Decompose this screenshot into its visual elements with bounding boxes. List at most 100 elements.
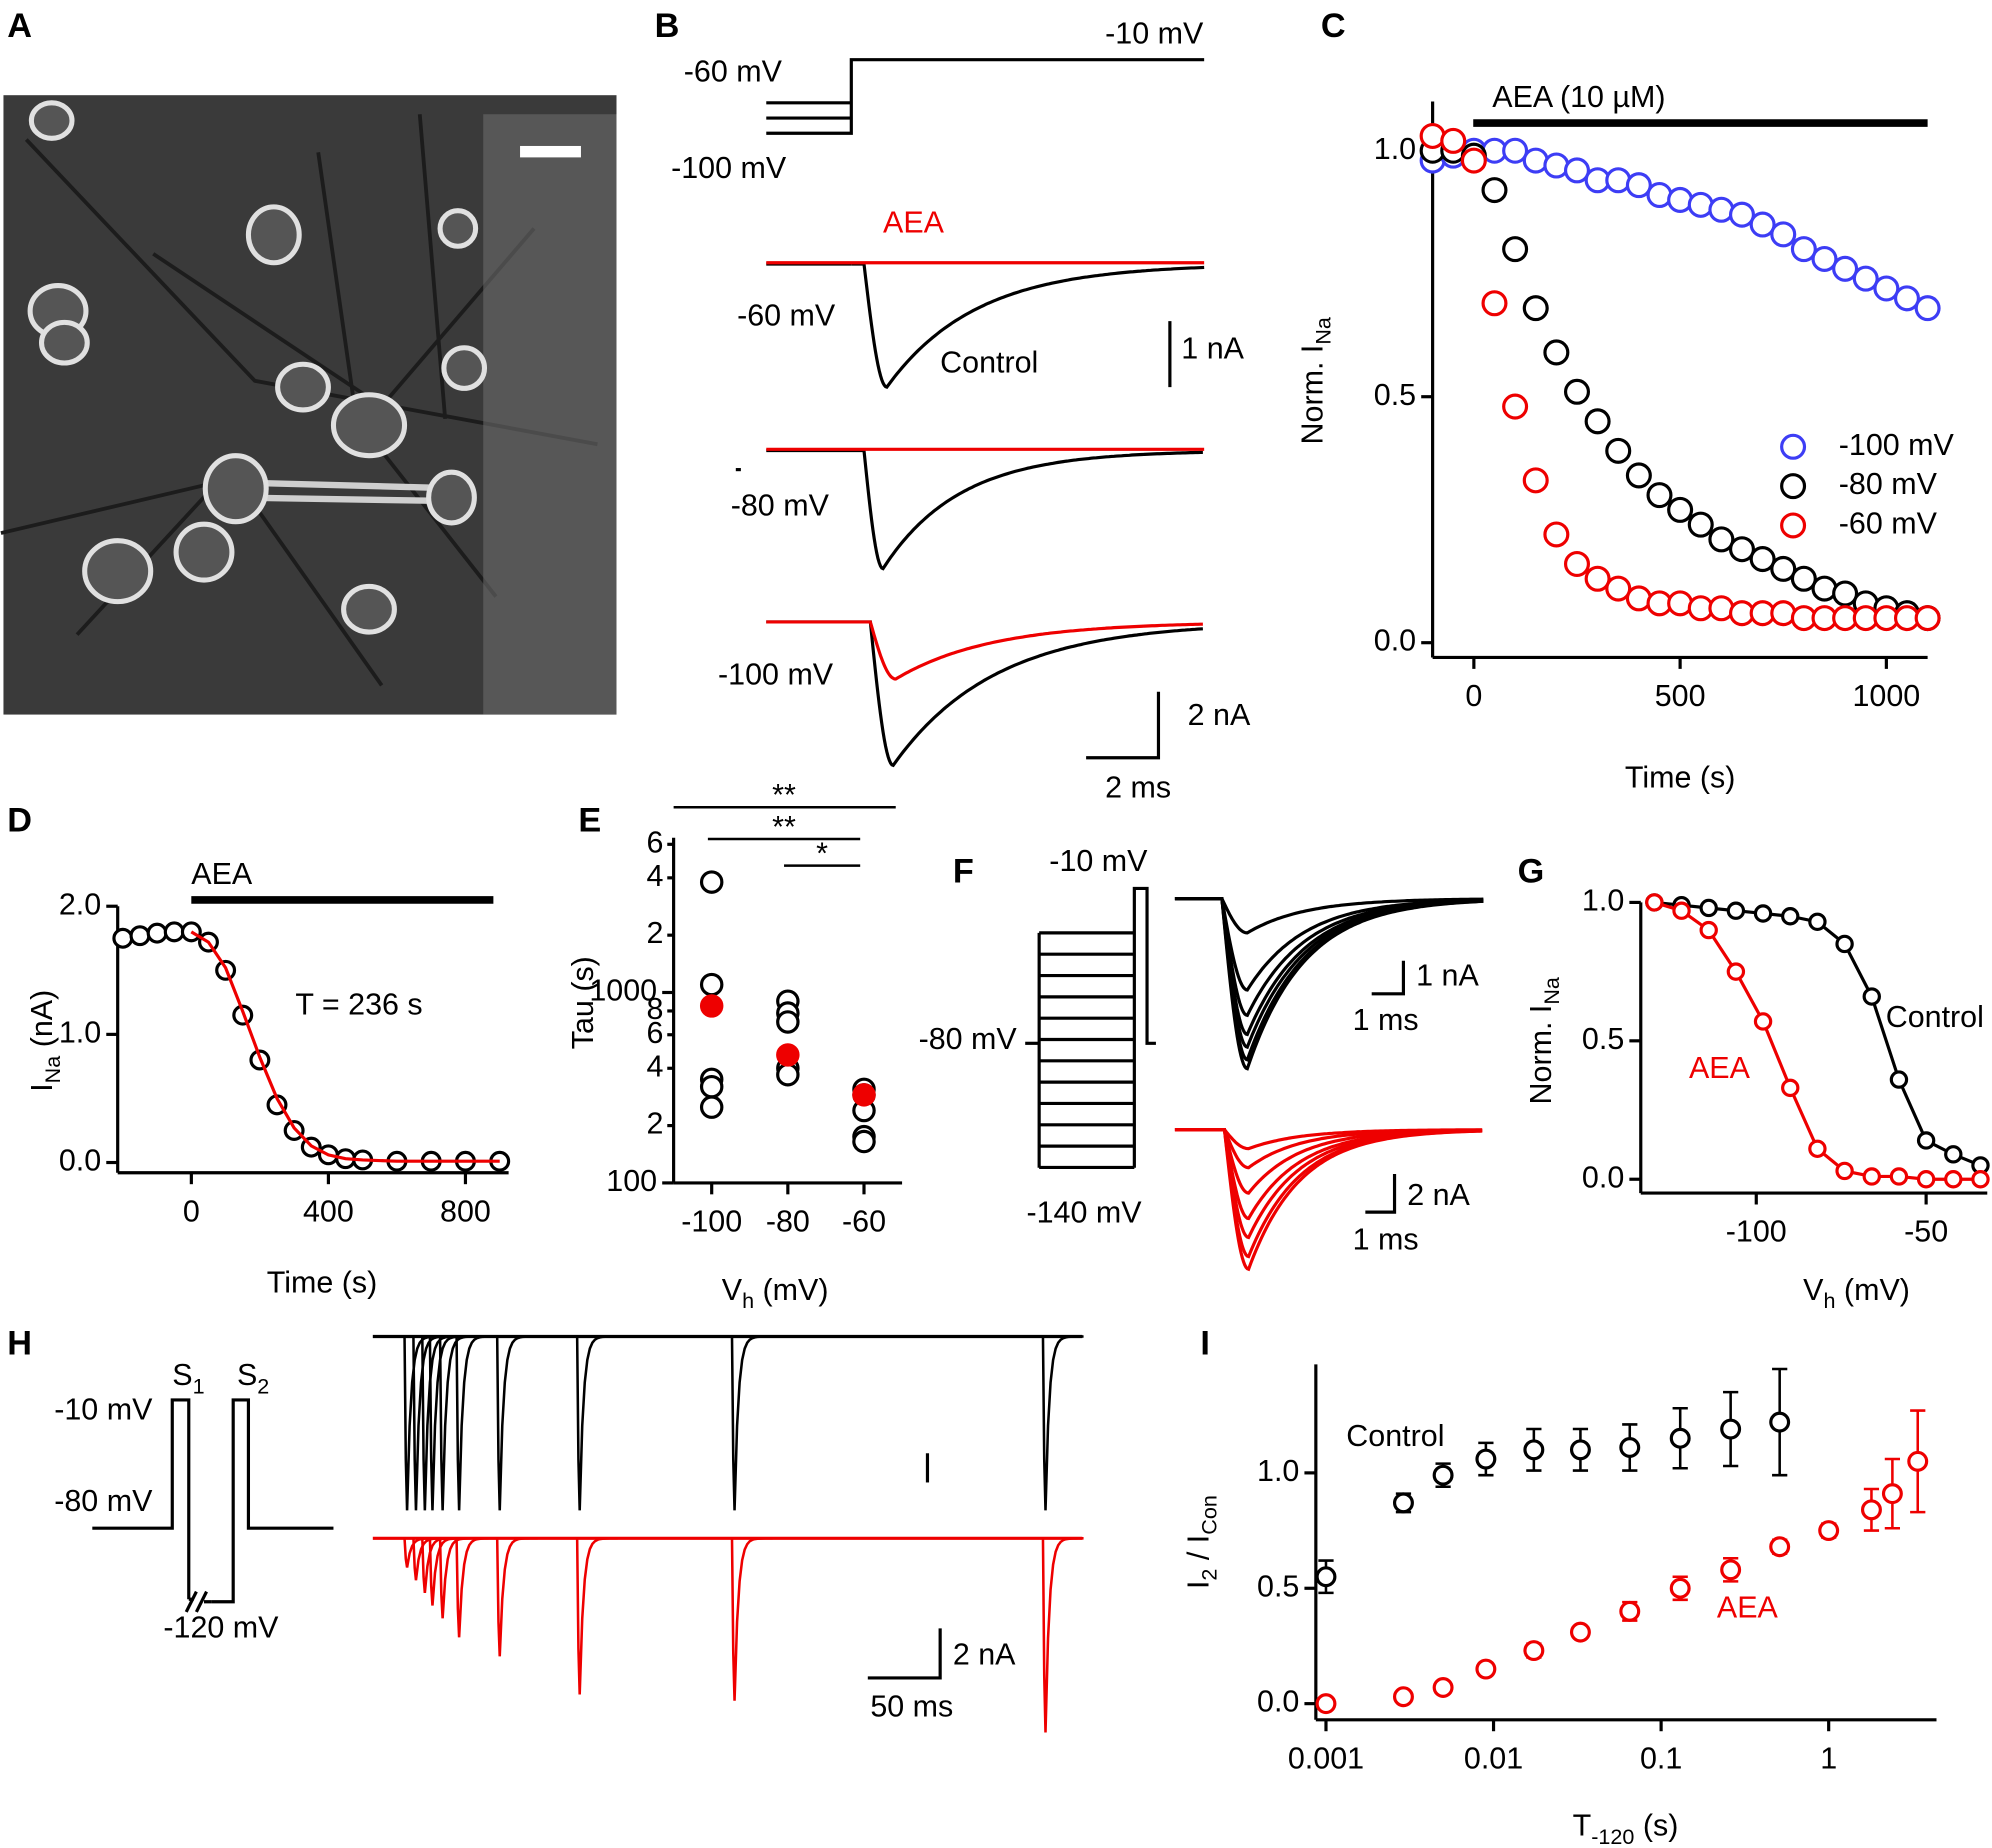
data-point xyxy=(1808,1139,1827,1158)
voltage-label: -60 mV xyxy=(684,55,783,89)
scale-bar xyxy=(867,1628,942,1680)
x-tick-label: 800 xyxy=(440,1194,491,1228)
data-point xyxy=(283,1120,305,1141)
legend-marker xyxy=(1780,433,1807,460)
current-trace xyxy=(1174,897,1484,935)
current-trace xyxy=(730,1335,773,1511)
current-trace xyxy=(455,1335,498,1511)
panel-letter: B xyxy=(655,7,680,45)
y-tick-label: 0.5 xyxy=(1257,1569,1299,1603)
y-tick-label: 4 xyxy=(647,859,664,893)
data-point xyxy=(1605,437,1632,464)
data-point xyxy=(1315,1566,1337,1588)
axis-title: Vh (mV) xyxy=(722,1273,829,1313)
data-point xyxy=(1770,221,1797,248)
cell xyxy=(441,345,488,391)
voltage-label: -80 mV xyxy=(54,1484,153,1518)
y-tick-label: 0.0 xyxy=(59,1144,101,1178)
data-point xyxy=(1835,1161,1854,1181)
legend-label: -80 mV xyxy=(1839,467,1938,501)
scale-label: 50 ms xyxy=(870,1689,953,1723)
data-point xyxy=(1914,605,1941,632)
data-point xyxy=(1889,1167,1909,1186)
y-tick-label: 8 xyxy=(647,992,664,1026)
data-point xyxy=(1893,285,1920,312)
subscript: h xyxy=(742,1288,754,1313)
annotation: ** xyxy=(772,778,796,812)
cell xyxy=(39,319,90,366)
data-point xyxy=(1687,511,1714,538)
y-tick-label: 4 xyxy=(647,1049,664,1083)
axis-title: Time (s) xyxy=(267,1266,378,1300)
data-point xyxy=(1881,1483,1903,1505)
y-tick-label: 1.0 xyxy=(59,1015,101,1049)
x-tick-label: 1000 xyxy=(1852,679,1920,713)
panel-a-image xyxy=(0,95,617,715)
data-point xyxy=(1914,295,1941,322)
x-tick-label: -100 xyxy=(1726,1215,1787,1249)
data-point xyxy=(1726,901,1746,920)
data-point xyxy=(1669,1427,1691,1449)
data-point xyxy=(1315,1693,1337,1715)
current-trace xyxy=(766,620,1203,681)
current-trace xyxy=(766,448,1203,571)
current-trace xyxy=(455,1537,498,1638)
x-tick-label: 500 xyxy=(1655,679,1706,713)
data-point xyxy=(1971,1170,1990,1189)
voltage-label: -10 mV xyxy=(1105,17,1204,51)
data-point xyxy=(1502,137,1529,164)
data-point xyxy=(1708,526,1735,553)
subscript: -120 xyxy=(1591,1824,1634,1848)
data-point xyxy=(1749,546,1776,573)
subscript: Na xyxy=(1539,977,1564,1005)
x-tick-label: 0 xyxy=(183,1194,200,1228)
data-point xyxy=(1749,211,1776,238)
axis-title: Vh (mV) xyxy=(1803,1273,1910,1313)
data-point xyxy=(1699,920,1718,940)
stimulus-label: S1 xyxy=(172,1358,204,1398)
legend-marker xyxy=(1780,473,1807,500)
current-trace xyxy=(730,1537,773,1701)
subscript: 2 xyxy=(1196,1569,1221,1581)
axis-break xyxy=(184,1590,212,1613)
axis-title: INa (nA) xyxy=(25,990,65,1092)
scale-bar xyxy=(1086,691,1161,760)
data-point xyxy=(129,925,151,947)
label-part: V xyxy=(1803,1273,1824,1307)
data-point xyxy=(1808,912,1827,932)
data-point xyxy=(1563,157,1590,184)
data-point xyxy=(1522,467,1549,494)
current-trace xyxy=(438,1537,481,1619)
voltage-label: -80 mV xyxy=(919,1022,1018,1056)
data-point xyxy=(1669,1577,1691,1599)
cell xyxy=(437,208,479,249)
data-point xyxy=(1440,127,1467,154)
label-part: I xyxy=(25,1083,59,1091)
scale-label: 2 ms xyxy=(1105,771,1171,805)
data-point xyxy=(1781,907,1800,926)
y-tick-label: 1.0 xyxy=(1582,883,1624,917)
data-point xyxy=(852,1129,876,1154)
data-point xyxy=(1811,245,1838,272)
data-point xyxy=(1944,1170,1963,1189)
scale-label: 1 ms xyxy=(1353,1003,1419,1037)
stimulus-label: S2 xyxy=(237,1358,269,1398)
axis-title: Norm. INa xyxy=(1296,317,1336,444)
voltage-label: -10 mV xyxy=(54,1392,153,1426)
x-tick-label: 400 xyxy=(303,1194,354,1228)
annotation: Control xyxy=(1346,1419,1444,1453)
scale-label: 1 nA xyxy=(1416,958,1479,992)
axis-title: Time (s) xyxy=(1625,760,1736,794)
data-point xyxy=(1523,1640,1545,1662)
x-tick-label: -60 xyxy=(842,1205,886,1239)
voltage-label: -100 mV xyxy=(718,658,834,692)
y-tick-label: 0.0 xyxy=(1257,1685,1299,1719)
annotation: ** xyxy=(772,810,796,844)
y-tick-label: 1.0 xyxy=(1374,132,1416,166)
data-point xyxy=(1889,1070,1909,1089)
data-point xyxy=(1916,1170,1936,1189)
data-point xyxy=(1916,1131,1936,1150)
data-point xyxy=(1832,580,1859,607)
data-point xyxy=(1569,1439,1591,1461)
legend-marker xyxy=(1780,512,1807,539)
